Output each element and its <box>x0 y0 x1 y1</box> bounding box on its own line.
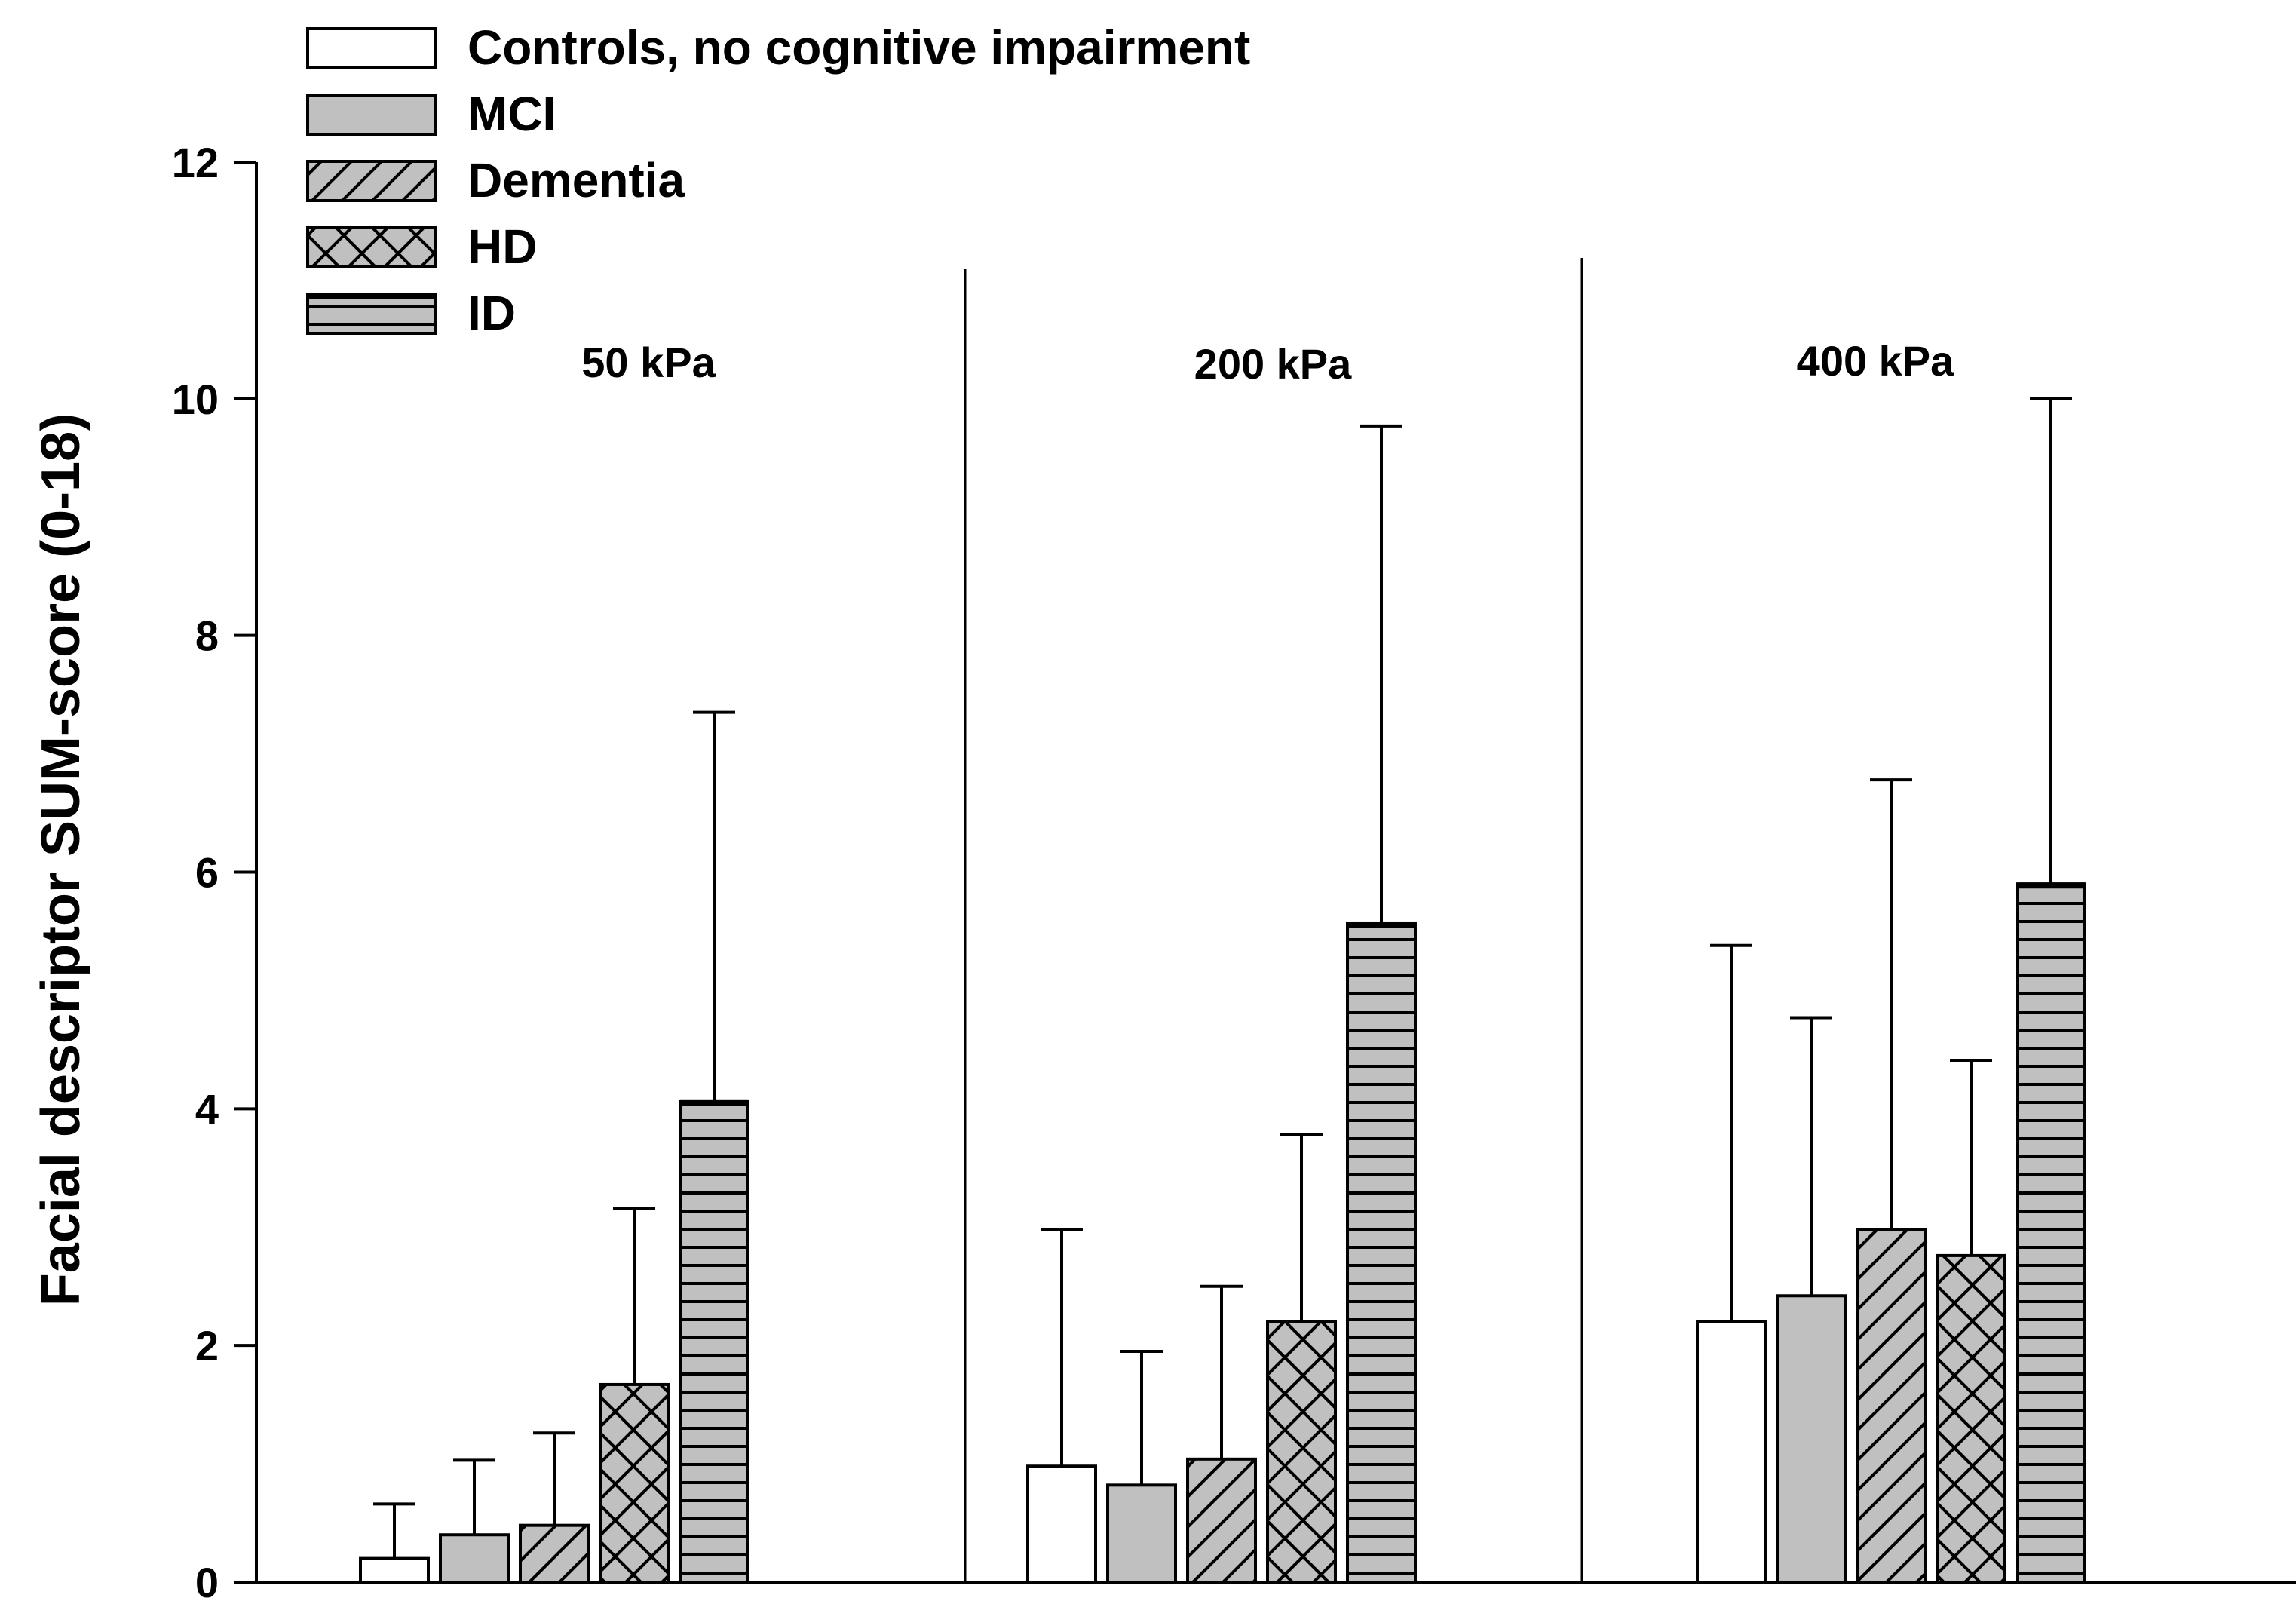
group-label: 400 kPa <box>1797 337 1954 385</box>
bar <box>1776 1294 1847 1584</box>
group-separators <box>964 258 1583 1582</box>
bar <box>519 1523 590 1584</box>
bar <box>359 1556 430 1584</box>
bar <box>679 1099 749 1584</box>
bar <box>1266 1320 1337 1584</box>
y-tick-label: 6 <box>195 849 219 897</box>
bar <box>1936 1253 2006 1584</box>
bar <box>1106 1483 1177 1584</box>
legend-label: MCI <box>467 87 556 141</box>
legend-label: Dementia <box>467 153 685 207</box>
legend-label: Controls, no cognitive impairment <box>467 20 1250 75</box>
group-labels: 50 kPa 200 kPa 400 kPa <box>581 337 1954 388</box>
bars <box>359 397 2086 1584</box>
y-tick-label: 2 <box>195 1322 219 1369</box>
bar <box>599 1382 670 1584</box>
bar <box>439 1533 510 1584</box>
legend-swatch <box>306 160 437 202</box>
legend-swatch <box>306 293 437 335</box>
y-tick-label: 12 <box>172 139 219 186</box>
bar <box>2016 882 2086 1584</box>
legend-swatch <box>306 27 437 69</box>
y-tick-label: 8 <box>195 612 219 660</box>
y-tick-label: 10 <box>172 376 219 423</box>
bar <box>1696 1320 1767 1584</box>
legend: Controls, no cognitive impairment MCI Deme… <box>306 20 1250 340</box>
group-label: 50 kPa <box>581 339 716 386</box>
bar <box>1026 1464 1097 1584</box>
axes: 0 2 4 6 8 10 12 <box>172 139 2296 1604</box>
group-label: 200 kPa <box>1194 340 1352 388</box>
bar <box>1186 1457 1257 1584</box>
bar <box>1856 1228 1927 1584</box>
y-tick-label: 0 <box>195 1559 219 1604</box>
legend-swatch <box>306 94 437 136</box>
bar <box>1346 921 1417 1584</box>
y-tick-label: 4 <box>195 1085 219 1133</box>
legend-label: HD <box>467 219 537 274</box>
legend-label: ID <box>467 286 516 340</box>
legend-swatch <box>306 226 437 268</box>
y-axis-label: Facial descriptor SUM-score (0-18) <box>31 413 91 1306</box>
